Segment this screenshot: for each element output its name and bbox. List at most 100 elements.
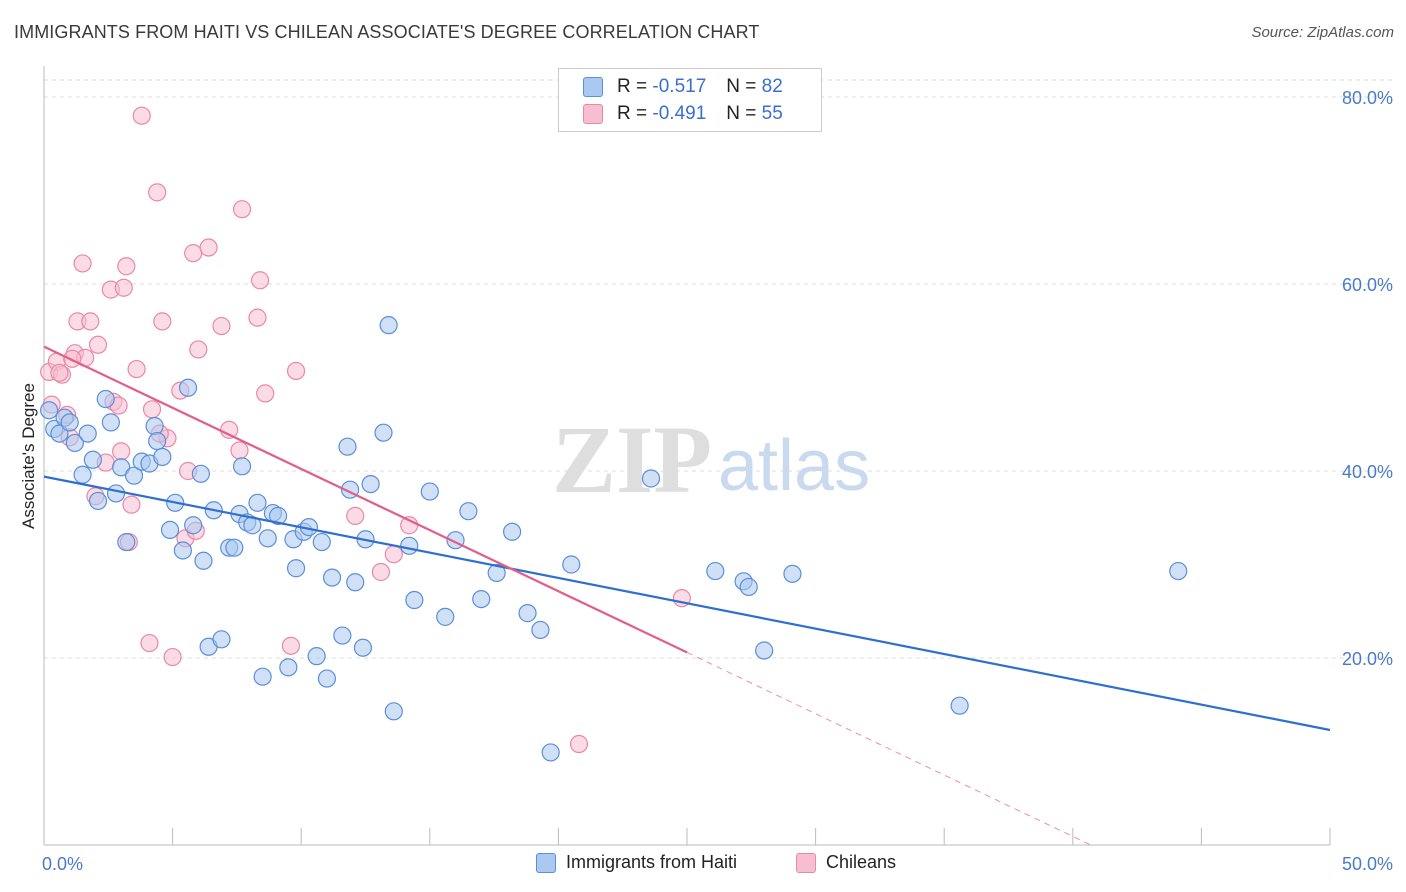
series-legend-swatch-chile [796,852,816,873]
legend-haiti-r-value: -0.517 [652,76,707,97]
haiti-point [78,424,97,443]
legend-swatch-haiti [583,77,603,97]
chile-point [142,400,162,419]
trendlines [43,345,1331,846]
haiti-point [253,667,272,686]
haiti-point [83,450,102,469]
chile-point [114,278,133,297]
haiti-point [96,389,115,409]
x-tick-label: 0.0% [42,854,83,874]
haiti-point [73,465,92,484]
watermark-atlas: atlas [718,426,870,506]
haiti-point [374,423,393,442]
chile-point [132,106,151,125]
y-axis-label: Associate's Degree [19,383,38,529]
series-legend-label-chile: Chileans [826,852,897,872]
haiti-point [160,520,180,540]
haiti-point [117,532,136,552]
x-tick-label: 50.0% [1342,854,1393,874]
haiti-point [487,563,506,583]
chile-point [163,647,182,667]
haiti-point [173,541,192,560]
haiti-point [60,413,79,432]
chile-point [184,244,203,263]
haiti-point [232,457,252,476]
chile-point [63,349,82,368]
chile-point [281,636,301,655]
chile-point [250,271,270,290]
haiti-point [405,590,424,610]
haiti-point [400,536,419,555]
haiti-point [279,658,298,677]
chile-point [199,238,218,257]
y-tick-label: 80.0% [1342,88,1393,108]
chile-point [112,442,131,461]
haiti-point [706,561,725,581]
legend-chile-n-label: N = [726,103,757,124]
haiti-point [379,316,398,335]
haiti-point [124,466,144,485]
chile-point [286,361,306,381]
haiti-point [258,529,277,548]
watermark: ZIP atlas [552,406,870,513]
chile-point [248,308,267,327]
series-legend-chile: Chileans [796,852,896,873]
haiti-point [307,647,326,666]
haiti-point [65,433,84,453]
haiti-point [783,564,802,583]
chile-point [371,562,391,582]
legend-swatch-chile [583,104,603,124]
chile-point [384,545,403,564]
source-credit: Source: ZipAtlas.com [1251,24,1394,41]
haiti-point [145,417,164,436]
chart-title: IMMIGRANTS FROM HAITI VS CHILEAN ASSOCIA… [14,22,760,42]
chile-point [256,384,275,403]
haiti-point [361,474,380,494]
haiti-point [212,630,231,649]
haiti-point [472,589,491,609]
watermark-zip: ZIP [552,406,712,513]
haiti-trendline [43,475,1331,732]
haiti-point [191,464,210,483]
haiti-point [88,491,108,511]
legend-haiti-n-value: 82 [761,76,783,97]
haiti-point [333,626,352,645]
haiti-point [194,551,213,570]
chile-point [212,316,231,336]
haiti-point [1169,561,1188,581]
haiti-point [353,638,373,657]
y-tick-labels: 20.0% 40.0% 60.0% 80.0% [1342,88,1393,669]
legend-chile-r-label: R = [617,103,648,124]
haiti-point [148,431,167,451]
chile-point [346,506,365,525]
legend-row-chile: R = -0.491 N = 55 [583,102,783,126]
haiti-point [106,484,126,503]
chile-point [148,183,167,202]
y-tick-label: 20.0% [1342,649,1393,669]
haiti-point [312,532,331,552]
haiti-point [641,469,661,488]
chile-point [117,257,136,276]
haiti-point [268,506,288,525]
chile-point [140,633,159,653]
haiti-point [101,413,120,432]
haiti-point [739,577,758,597]
legend-chile-n-value: 55 [761,103,783,124]
haiti-point [531,620,550,640]
series-legend-label-haiti: Immigrants from Haiti [566,852,738,872]
haiti-point [40,401,59,420]
legend-haiti-n-label: N = [726,76,757,97]
chile-point [73,254,92,273]
y-tick-label: 60.0% [1342,275,1393,295]
chile-point [153,312,172,331]
haiti-point [322,568,342,587]
haiti-point [112,458,131,477]
legend-row-haiti: R = -0.517 N = 82 [583,75,783,99]
chile-point [127,359,146,379]
chile-point [230,441,249,460]
haiti-point [420,482,439,501]
chile-trendline [43,345,688,654]
series-legend: Immigrants from Haiti Chileans [0,852,1406,878]
haiti-point [518,604,537,623]
